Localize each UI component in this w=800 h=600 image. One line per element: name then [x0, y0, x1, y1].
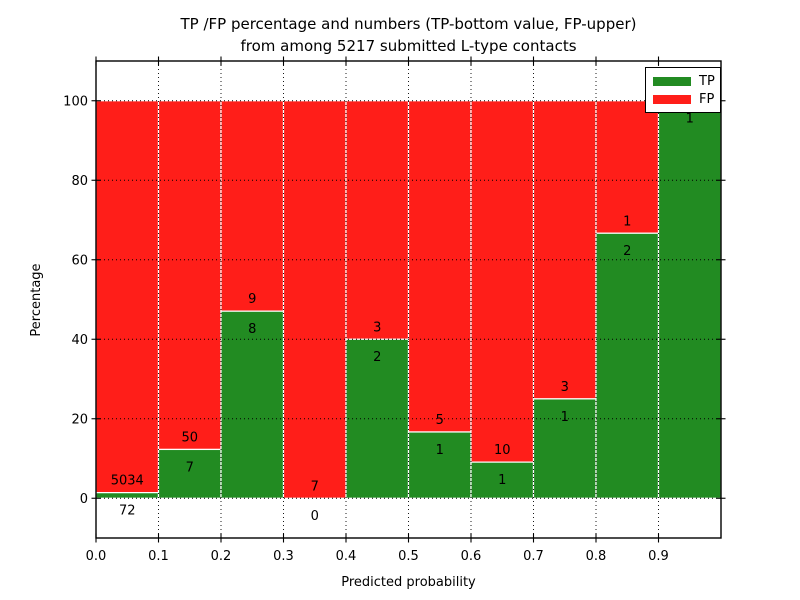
- y-tick-label: 40: [71, 333, 88, 348]
- tp-count-label: 1: [498, 473, 506, 488]
- tp-bar-segment: [95, 492, 160, 499]
- fp-bar-segment: [220, 100, 285, 312]
- y-tick-label: 80: [71, 174, 88, 189]
- fp-bar-segment: [407, 100, 472, 433]
- fp-bar-segment: [95, 100, 160, 494]
- fp-count-label: 50: [181, 430, 198, 445]
- tp-count-label: 72: [119, 504, 136, 519]
- tp-count-label: 7: [186, 460, 194, 475]
- tp-bar-segment: [470, 461, 535, 499]
- fp-count-label: 5: [436, 413, 444, 428]
- legend-entry-tp: TP: [653, 75, 720, 88]
- fp-bar-segment: [345, 100, 410, 340]
- tp-legend-label: TP: [699, 73, 715, 89]
- tp-count-label: 1: [686, 112, 694, 127]
- tp-bar-segment: [595, 232, 660, 499]
- fp-count-label: 10: [494, 443, 511, 458]
- x-tick-label: 0.4: [336, 549, 357, 564]
- x-tick-label: 0.6: [461, 549, 482, 564]
- fp-count-label: 5034: [111, 474, 144, 489]
- x-tick-label: 0.2: [211, 549, 232, 564]
- tp-count-label: 2: [373, 350, 381, 365]
- fp-count-label: 7: [311, 479, 319, 494]
- tp-bar-segment: [657, 100, 722, 499]
- tp-count-label: 2: [623, 244, 631, 259]
- fp-bar-segment: [595, 100, 660, 234]
- tp-legend-swatch: [653, 76, 691, 86]
- fp-bar-segment: [470, 100, 535, 463]
- legend-entry-fp: FP: [653, 93, 720, 106]
- chart-title: TP /FP percentage and numbers (TP-bottom…: [96, 13, 721, 57]
- y-axis-label: Percentage: [29, 263, 44, 336]
- x-tick-label: 0.5: [398, 549, 419, 564]
- y-tick-label: 0: [80, 492, 88, 507]
- x-tick-label: 0.1: [148, 549, 169, 564]
- fp-legend-label: FP: [699, 91, 715, 107]
- fp-bar-segment: [532, 100, 597, 400]
- fp-count-label: 1: [623, 214, 631, 229]
- y-tick-label: 20: [71, 412, 88, 427]
- tp-count-label: 8: [248, 322, 256, 337]
- fp-legend-swatch: [653, 94, 691, 104]
- tp-count-label: 1: [436, 443, 444, 458]
- x-tick-label: 0.8: [586, 549, 607, 564]
- x-tick-label: 0.3: [273, 549, 294, 564]
- fp-count-label: 9: [248, 292, 256, 307]
- tp-count-label: 1: [561, 410, 569, 425]
- fp-bar-segment: [282, 100, 347, 499]
- chart-title-line2: from among 5217 submitted L-type contact…: [240, 37, 577, 55]
- x-tick-label: 0.7: [523, 549, 544, 564]
- tp-bar-segment: [532, 398, 597, 499]
- tp-bar-segment: [220, 310, 285, 499]
- fp-count-label: 3: [373, 320, 381, 335]
- chart-title-line1: TP /FP percentage and numbers (TP-bottom…: [180, 15, 637, 33]
- tp-count-label: 0: [311, 509, 319, 524]
- fp-count-label: 3: [561, 380, 569, 395]
- tp-bar-segment: [407, 431, 472, 499]
- fp-bar-segment: [157, 100, 222, 451]
- y-tick-label: 100: [63, 94, 88, 109]
- x-tick-label: 0.0: [86, 549, 107, 564]
- legend: TP FP: [645, 67, 721, 113]
- y-tick-label: 60: [71, 253, 88, 268]
- x-axis-label: Predicted probability: [341, 575, 476, 590]
- x-tick-label: 0.9: [648, 549, 669, 564]
